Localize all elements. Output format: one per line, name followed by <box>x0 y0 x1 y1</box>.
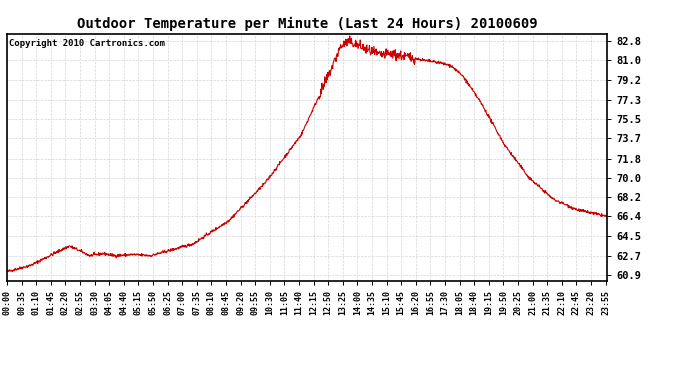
Title: Outdoor Temperature per Minute (Last 24 Hours) 20100609: Outdoor Temperature per Minute (Last 24 … <box>77 17 538 31</box>
Text: Copyright 2010 Cartronics.com: Copyright 2010 Cartronics.com <box>9 39 165 48</box>
